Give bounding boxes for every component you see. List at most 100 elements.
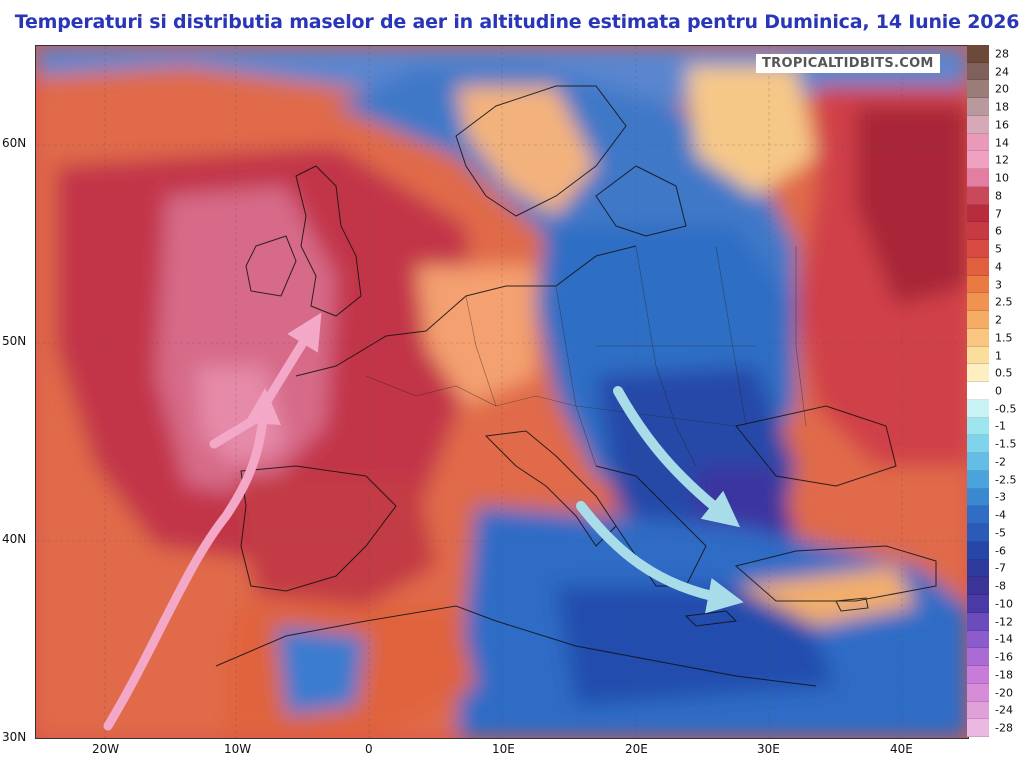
colorbar-swatch: [967, 541, 989, 560]
temperature-field: [36, 46, 968, 738]
colorbar-label: -0.5: [995, 402, 1017, 416]
colorbar-label: 2: [995, 313, 1002, 327]
colorbar-label: 4: [995, 260, 1002, 274]
colorbar-label: 1: [995, 349, 1002, 362]
colorbar-row: -12: [967, 612, 1034, 631]
colorbar-swatch: [967, 435, 989, 454]
colorbar-label: -7: [995, 561, 1006, 575]
colorbar-row: 2: [967, 311, 1034, 329]
colorbar-swatch: [967, 98, 989, 116]
lon-label-10e: 10E: [492, 742, 515, 756]
lat-label-30n: 30N: [2, 730, 27, 744]
colorbar-swatch: [967, 222, 989, 241]
borders: [365, 245, 807, 467]
colorbar-label: -1.5: [995, 437, 1017, 451]
colorbar-row: 7: [967, 204, 1034, 223]
colorbar-swatch: [967, 612, 989, 631]
colorbar-row: -2.5: [967, 470, 1034, 489]
colorbar-label: 7: [995, 207, 1002, 221]
lon-label-0: 0: [365, 742, 373, 756]
colorbar-label: 6: [995, 224, 1002, 238]
colorbar-row: -10: [967, 595, 1034, 613]
colorbar-row: -7: [967, 559, 1034, 578]
colorbar-swatch: [967, 488, 989, 507]
colorbar-label: -4: [995, 508, 1006, 522]
graticule: [36, 46, 968, 738]
colorbar-row: 5: [967, 240, 1034, 258]
colorbar-row: -3: [967, 488, 1034, 507]
colorbar-swatch: [967, 257, 989, 276]
colorbar-swatch: [967, 719, 989, 737]
colorbar-swatch: [967, 666, 989, 684]
colorbar-row: 2.5: [967, 293, 1034, 312]
colorbar-row: -8: [967, 577, 1034, 596]
colorbar-label: -20: [995, 686, 1013, 700]
colorbar-row: 24: [967, 62, 1034, 81]
colorbar-row: 6: [967, 222, 1034, 241]
colorbar-row: -24: [967, 701, 1034, 720]
colorbar-label: 24: [995, 65, 1009, 79]
colorbar-label: 0: [995, 384, 1002, 398]
colorbar-label: 14: [995, 136, 1009, 150]
colorbar-label: -1: [995, 419, 1006, 433]
colorbar-row: -16: [967, 648, 1034, 667]
colorbar-label: -8: [995, 579, 1006, 593]
colorbar-label: -12: [995, 615, 1013, 629]
colorbar-swatch: [967, 364, 989, 383]
colorbar-row: -6: [967, 541, 1034, 560]
colorbar-label: -10: [995, 597, 1013, 611]
colorbar-label: -24: [995, 703, 1013, 717]
colorbar-label: 3: [995, 278, 1002, 292]
lat-label-40n: 40N: [2, 532, 27, 546]
colorbar-swatch: [967, 506, 989, 525]
colorbar-label: -2: [995, 455, 1006, 469]
colorbar-row: -0.5: [967, 399, 1034, 418]
colorbar-row: -20: [967, 683, 1034, 702]
colorbar-swatch: [967, 683, 989, 702]
colorbar-label: -3: [995, 490, 1006, 504]
colorbar-label: 20: [995, 82, 1009, 96]
watermark: TROPICALTIDBITS.COM: [756, 54, 940, 73]
colorbar-swatch: [967, 275, 989, 294]
colorbar-row: 1: [967, 346, 1034, 365]
colorbar-swatch: [967, 204, 989, 223]
colorbar-swatch: [967, 293, 989, 312]
lon-label-20w: 20W: [92, 742, 120, 756]
colorbar-row: -4: [967, 506, 1034, 525]
colorbar-swatch: [967, 382, 989, 400]
colorbar-row: 8: [967, 186, 1034, 205]
colorbar-swatch: [967, 328, 989, 347]
colorbar-label: 12: [995, 153, 1009, 167]
colorbar-swatch: [967, 470, 989, 489]
colorbar-swatch: [967, 240, 989, 258]
colorbar-swatch: [967, 311, 989, 329]
lon-label-40e: 40E: [890, 742, 913, 756]
colorbar-row: -14: [967, 630, 1034, 649]
colorbar-swatch: [967, 115, 989, 134]
colorbar-row: -1.5: [967, 435, 1034, 454]
colorbar-row: -18: [967, 666, 1034, 684]
lat-label-60n: 60N: [2, 136, 27, 150]
colorbar-swatch: [967, 80, 989, 99]
colorbar-row: 28: [967, 45, 1034, 63]
colorbar-label: -2.5: [995, 473, 1017, 487]
colorbar-row: 3: [967, 275, 1034, 294]
colorbar-label: 18: [995, 100, 1009, 114]
colorbar-label: 28: [995, 47, 1009, 61]
cold-air-arrow-aegean: [576, 501, 744, 614]
colorbar-label: -6: [995, 544, 1006, 558]
colorbar-row: 1.5: [967, 328, 1034, 347]
colorbar-label: 2.5: [995, 295, 1013, 309]
colorbar-label: 5: [995, 242, 1002, 256]
colorbar-swatch: [967, 45, 989, 63]
colorbar-row: -28: [967, 719, 1034, 737]
colorbar-swatch: [967, 595, 989, 613]
lat-label-50n: 50N: [2, 334, 27, 348]
colorbar-row: 16: [967, 115, 1034, 134]
colorbar-swatch: [967, 577, 989, 596]
colorbar-swatch: [967, 399, 989, 418]
colorbar-row: 0.5: [967, 364, 1034, 383]
colorbar-swatch: [967, 186, 989, 205]
colorbar-row: -5: [967, 524, 1034, 542]
colorbar-swatch: [967, 524, 989, 542]
